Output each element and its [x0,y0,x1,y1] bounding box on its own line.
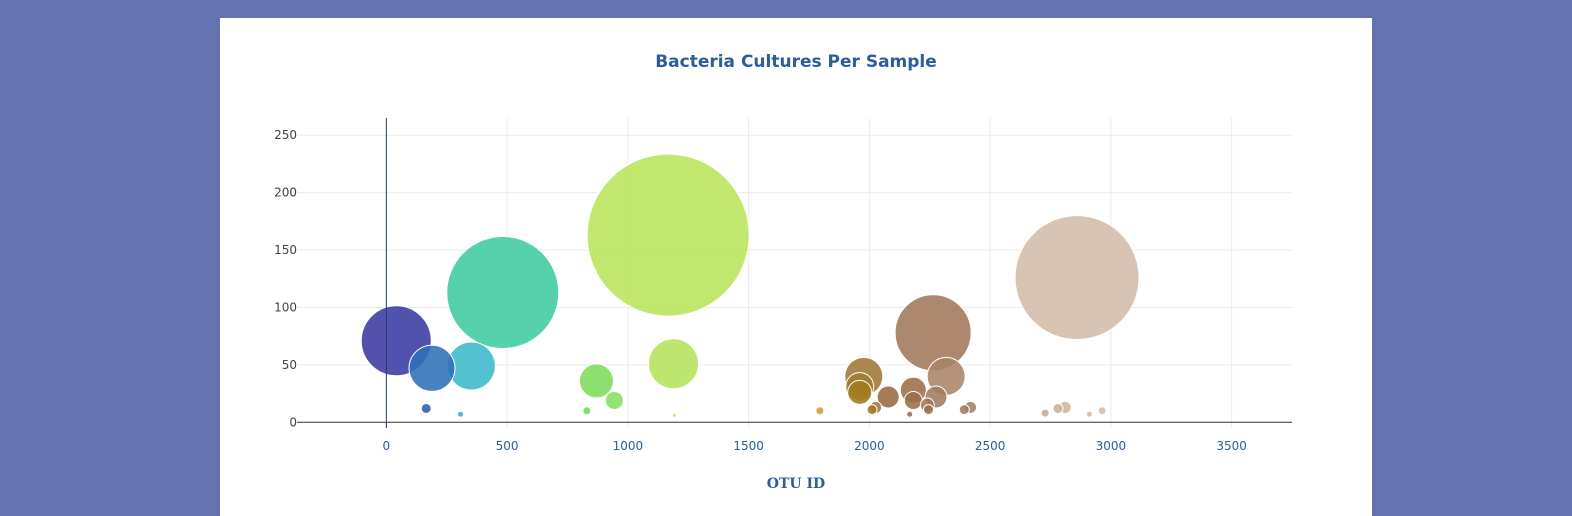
bubble-point[interactable] [1052,402,1064,414]
x-tick-label: 1500 [733,439,764,453]
bubble-point[interactable] [582,406,592,416]
bubble-chart[interactable]: 0 500 1000 1500 2000 2500 3000 3500 0 50 100 150 200… [220,18,1372,516]
bubble-point[interactable] [906,410,914,418]
bubble-point[interactable] [876,385,900,409]
bubble-point[interactable] [923,404,935,416]
bubble-point[interactable] [578,363,614,399]
x-tick-label: 1000 [613,439,644,453]
x-axis-title: OTU ID [766,476,826,492]
x-tick-label: 3500 [1216,439,1247,453]
bubble-point[interactable] [903,390,923,410]
bubble-point[interactable] [847,379,873,405]
y-tick-label: 100 [274,300,297,314]
bubble-point[interactable] [408,344,456,392]
x-tick-label: 2500 [975,439,1006,453]
tick-labels: 0 500 1000 1500 2000 2500 3000 3500 0 50 100 150 200… [274,128,1247,453]
y-tick-label: 250 [274,128,297,142]
bubble-point[interactable] [866,404,878,416]
chart-card: Bacteria Cultures Per Sample 0 500 1000 150… [220,18,1372,516]
bubble-point[interactable] [1014,215,1140,341]
axes [297,118,1292,428]
bubble-point[interactable] [648,338,700,390]
bubble-point[interactable] [456,410,464,418]
y-tick-label: 200 [274,186,297,200]
bubble-point[interactable] [586,153,750,317]
y-tick-label: 0 [289,415,297,429]
bubble-point[interactable] [671,412,677,418]
bubble-point[interactable] [815,406,825,416]
bubble-point[interactable] [894,294,972,372]
x-tick-label: 2000 [854,439,885,453]
x-tick-label: 0 [383,439,391,453]
y-tick-label: 150 [274,243,297,257]
bubble-point[interactable] [1097,406,1107,416]
bubble-series[interactable] [360,153,1140,418]
bubble-point[interactable] [446,236,560,350]
y-tick-label: 50 [282,358,297,372]
x-tick-label: 500 [496,439,519,453]
bubble-point[interactable] [958,404,970,416]
x-tick-label: 3000 [1096,439,1127,453]
bubble-point[interactable] [1085,410,1093,418]
chart-title: Bacteria Cultures Per Sample [655,52,937,72]
bubble-point[interactable] [1040,408,1050,418]
bubble-point[interactable] [604,390,624,410]
bubble-point[interactable] [420,402,432,414]
